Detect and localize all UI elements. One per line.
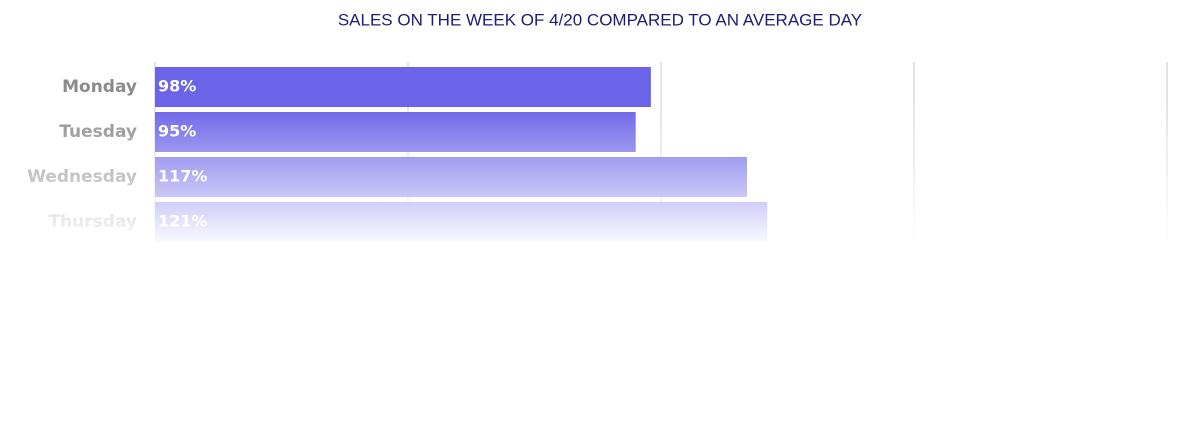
value-label: 98% bbox=[158, 77, 196, 96]
category-label: Monday bbox=[62, 77, 137, 97]
bar bbox=[155, 67, 651, 107]
chart-title: SALES ON THE WEEK OF 4/20 COMPARED TO AN… bbox=[338, 10, 862, 29]
blank-area bbox=[0, 246, 1200, 424]
fade-overlay bbox=[0, 105, 1200, 247]
